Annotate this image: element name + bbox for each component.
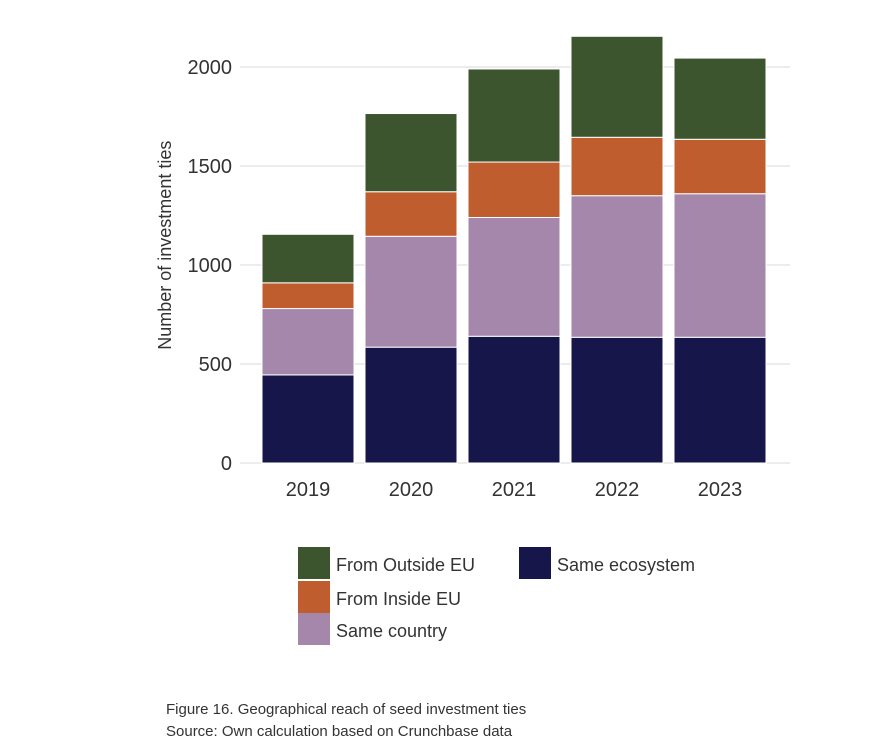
x-tick-label-2019: 2019: [286, 479, 331, 501]
bar-2023-same-ecosystem: [673, 336, 767, 464]
bar-2019-same-country: [261, 308, 355, 376]
x-tick-label-2022: 2022: [595, 479, 640, 501]
bar-2019-from-outside-eu: [261, 233, 355, 284]
y-tick-label-0: 0: [221, 453, 232, 475]
y-axis-title: Number of investment ties: [155, 141, 175, 350]
bar-2020-same-country: [364, 235, 458, 348]
y-tick-label-1500: 1500: [188, 156, 233, 178]
legend-label-from-inside-eu: From Inside EU: [336, 589, 461, 609]
legend-swatch-same-country: [298, 613, 330, 645]
y-tick-label-500: 500: [199, 354, 232, 376]
x-tick-label-2020: 2020: [389, 479, 434, 501]
bar-2019-from-inside-eu: [261, 282, 355, 310]
bar-2023-from-outside-eu: [673, 57, 767, 140]
bar-2022-from-outside-eu: [570, 35, 664, 138]
bar-2022-same-country: [570, 195, 664, 338]
bar-2023-from-inside-eu: [673, 138, 767, 195]
y-tick-label-1000: 1000: [188, 255, 233, 277]
legend-swatch-from-outside-eu: [298, 547, 330, 579]
bar-2022-from-inside-eu: [570, 136, 664, 197]
bar-2022-same-ecosystem: [570, 336, 664, 464]
y-tick-label-2000: 2000: [188, 57, 233, 79]
bar-2021-same-ecosystem: [467, 335, 561, 464]
legend-label-from-outside-eu: From Outside EU: [336, 555, 475, 575]
x-tick-label-2021: 2021: [492, 479, 537, 501]
bar-2019-same-ecosystem: [261, 374, 355, 464]
bar-2020-from-inside-eu: [364, 191, 458, 237]
x-tick-label-2023: 2023: [698, 479, 743, 501]
source-caption: Source: Own calculation based on Crunchb…: [166, 723, 513, 740]
legend-label-same-ecosystem: Same ecosystem: [557, 555, 695, 575]
legend-label-same-country: Same country: [336, 621, 447, 641]
bar-2021-from-inside-eu: [467, 161, 561, 218]
figure-caption: Figure 16. Geographical reach of seed in…: [166, 701, 527, 718]
bar-2020-from-outside-eu: [364, 113, 458, 193]
legend-swatch-from-inside-eu: [298, 581, 330, 613]
legend-swatch-same-ecosystem: [519, 547, 551, 579]
bar-2021-same-country: [467, 216, 561, 337]
chart-svg: 0 500 1000 1500 2000 Number of investment tie…: [155, 35, 790, 645]
bar-2021-from-outside-eu: [467, 68, 561, 163]
bar-2023-same-country: [673, 193, 767, 338]
bar-2020-same-ecosystem: [364, 346, 458, 464]
